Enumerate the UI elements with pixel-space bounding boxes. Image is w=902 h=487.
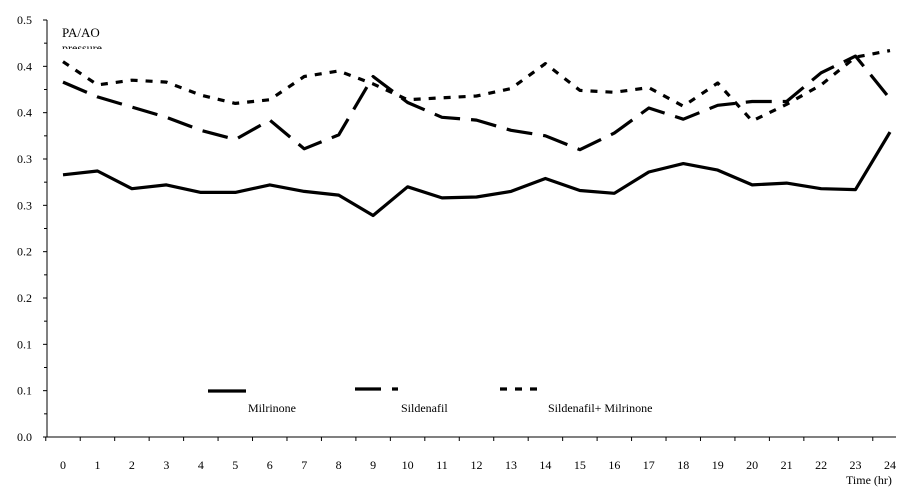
- y-axis-ticks: 0.5 0.4 0.4 0.3 0.3 0.2 0.2 0.1 0.1 0.0: [17, 13, 47, 444]
- x-tick-label: 17: [643, 458, 655, 472]
- x-tick-label: 3: [163, 458, 169, 472]
- legend-label-sildenafil: Sildenafil: [401, 401, 448, 415]
- x-tick-label: 19: [712, 458, 724, 472]
- x-tick-label: 18: [677, 458, 689, 472]
- x-tick-label: 1: [94, 458, 100, 472]
- legend: Milrinone Sildenafil Sildenafil+ Milrino…: [208, 387, 652, 415]
- y-tick-label: 0.5: [17, 13, 32, 27]
- x-tick-label: 9: [370, 458, 376, 472]
- y-tick-label: 0.1: [17, 384, 32, 398]
- x-tick-label: 7: [301, 458, 307, 472]
- x-tick-label: 8: [336, 458, 342, 472]
- y-tick-label: 0.3: [17, 152, 32, 166]
- x-tick-label: 6: [267, 458, 273, 472]
- x-tick-label: 4: [198, 458, 204, 472]
- legend-label-milrinone: Milrinone: [248, 401, 296, 415]
- x-tick-label: 10: [402, 458, 414, 472]
- y-tick-label: 0.2: [17, 245, 32, 259]
- series-lines: [62, 49, 892, 218]
- x-tick-label: 24: [884, 458, 896, 472]
- series-line-sildenafil: [62, 54, 892, 152]
- series-line-milrinone: [62, 131, 892, 218]
- x-tick-label: 22: [815, 458, 827, 472]
- y-tick-label: 0.1: [17, 337, 32, 351]
- y-tick-label: 0.4: [17, 106, 32, 120]
- x-tick-label: 16: [608, 458, 620, 472]
- x-tick-label: 14: [539, 458, 551, 472]
- y-axis-label: PA/AO: [62, 25, 100, 40]
- x-tick-label: 12: [471, 458, 483, 472]
- y-axis-label-mask: [58, 49, 138, 63]
- x-tick-label: 2: [129, 458, 135, 472]
- x-tick-label: 23: [850, 458, 862, 472]
- y-tick-label: 0.2: [17, 291, 32, 305]
- y-tick-label: 0.3: [17, 198, 32, 212]
- x-axis-ticks: 0 1 2 3 4 5 6 7 8 9 10 11 12 13 14 15 16 17 18 19 20 21 22 23 24: [45, 437, 896, 472]
- series-line-sildenafil-milrinone: [62, 49, 891, 123]
- x-tick-label: 0: [60, 458, 66, 472]
- x-tick-label: 21: [781, 458, 793, 472]
- x-tick-label: 13: [505, 458, 517, 472]
- x-tick-label: 20: [746, 458, 758, 472]
- x-axis-label: Time (hr): [846, 473, 892, 487]
- x-tick-label: 11: [436, 458, 448, 472]
- y-tick-label: 0.4: [17, 59, 32, 73]
- y-tick-label: 0.0: [17, 430, 32, 444]
- legend-label-sildenafil-milrinone: Sildenafil+ Milrinone: [548, 401, 652, 415]
- x-tick-label: 5: [232, 458, 238, 472]
- x-tick-label: 15: [574, 458, 586, 472]
